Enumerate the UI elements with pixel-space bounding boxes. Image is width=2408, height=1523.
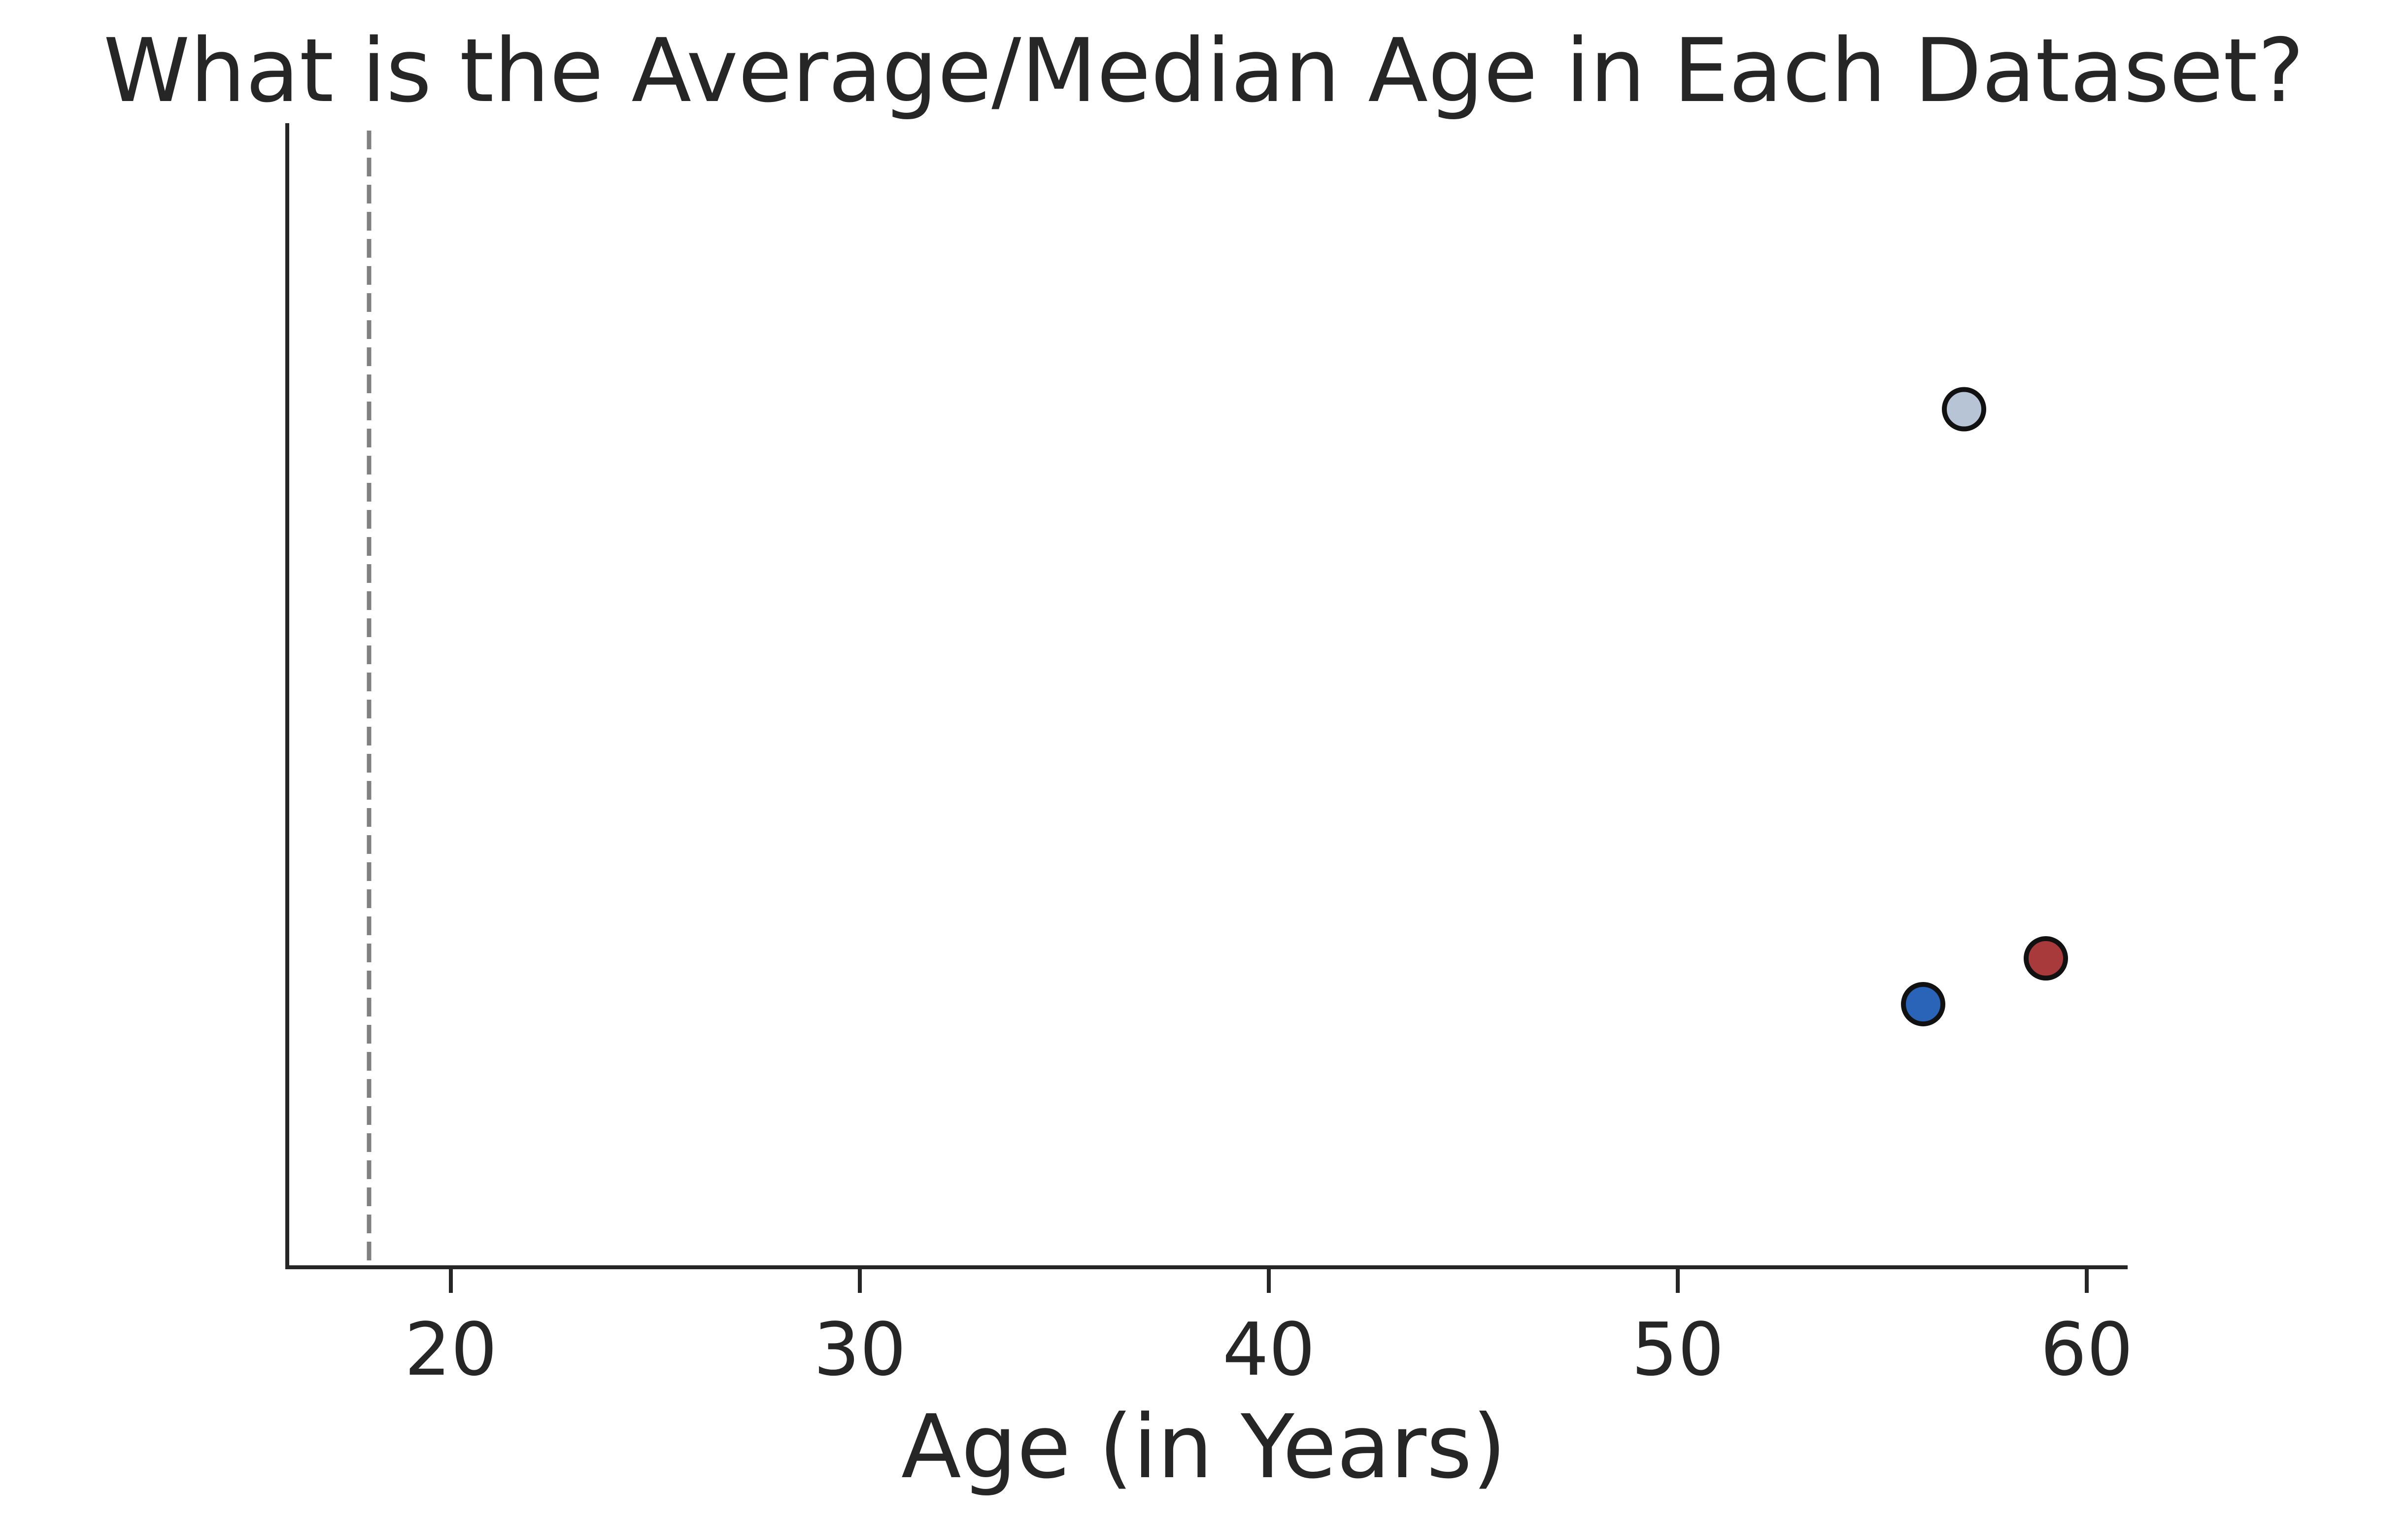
data-point	[1901, 981, 1945, 1026]
x-tick-label: 40	[1222, 1307, 1315, 1392]
data-point	[1942, 387, 1986, 432]
x-tick-label: 50	[1631, 1307, 1724, 1392]
chart-title: What is the Average/Median Age in Each D…	[103, 20, 2305, 122]
data-point	[2024, 936, 2068, 981]
x-tick-label: 30	[814, 1307, 906, 1392]
x-axis-label: Age (in Years)	[901, 1396, 1506, 1498]
x-tick-label: 20	[405, 1307, 497, 1392]
x-tick-label: 60	[2040, 1307, 2133, 1392]
plot-area: 20 30 40 50 60	[285, 123, 2133, 1392]
